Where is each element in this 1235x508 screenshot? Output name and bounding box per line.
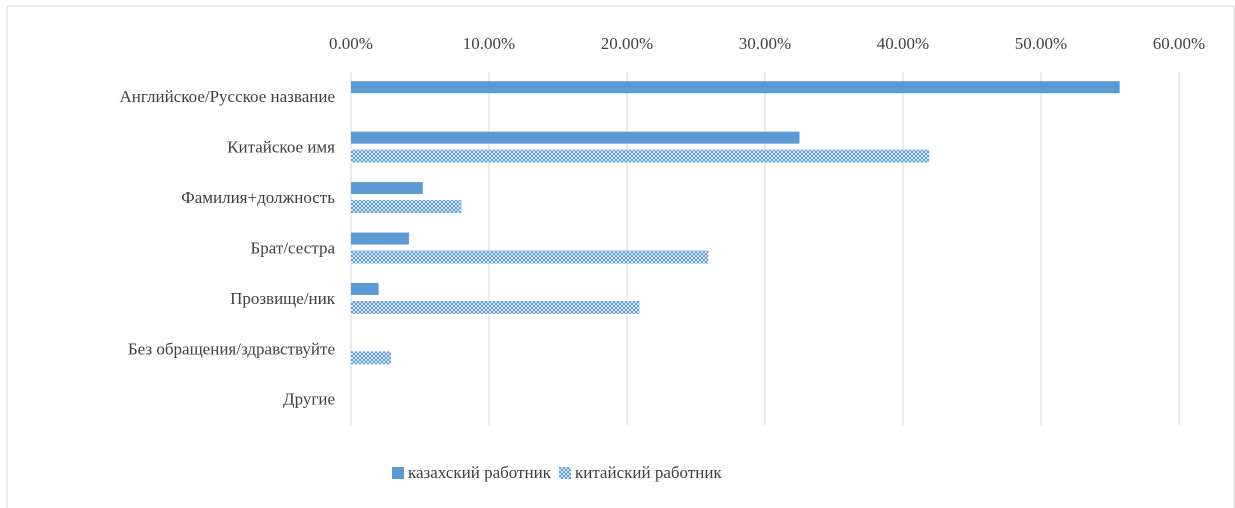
bar	[351, 351, 392, 365]
x-tick-label: 40.00%	[877, 34, 929, 53]
y-tick-label: Прозвище/ник	[230, 289, 336, 308]
y-tick-label: Другие	[283, 390, 335, 409]
y-tick-label: Китайское имя	[227, 138, 335, 157]
legend: казахский работник китайский работник	[392, 463, 722, 482]
legend-label: китайский работник	[575, 463, 722, 482]
x-tick-label: 60.00%	[1153, 34, 1205, 53]
x-tick-label: 30.00%	[739, 34, 791, 53]
legend-label: казахский работник	[408, 463, 552, 482]
bar	[351, 149, 930, 163]
bar	[351, 250, 709, 264]
y-tick-label: Английское/Русское название	[120, 87, 335, 106]
x-tick-label: 50.00%	[1015, 34, 1067, 53]
y-tick-label: Без обращения/здравствуйте	[128, 339, 335, 358]
bar	[351, 81, 1120, 94]
bar	[351, 200, 462, 214]
y-tick-label: Брат/сестра	[251, 238, 336, 257]
x-tick-label: 10.00%	[463, 34, 515, 53]
bar	[351, 182, 423, 195]
bar	[351, 300, 640, 314]
bar	[351, 282, 379, 295]
x-tick-label: 20.00%	[601, 34, 653, 53]
bar	[351, 232, 409, 245]
legend-swatch	[558, 467, 571, 479]
x-tick-label: 0.00%	[329, 34, 373, 53]
bar	[351, 131, 800, 144]
y-tick-label: Фамилия+должность	[181, 188, 335, 207]
legend-swatch	[392, 467, 404, 479]
